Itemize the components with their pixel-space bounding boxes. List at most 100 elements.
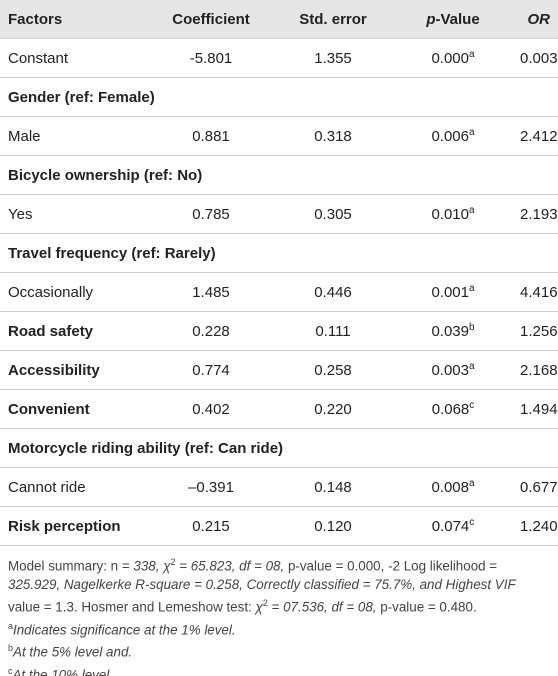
p-value-cell: 0.006a [394, 116, 512, 156]
note-italic: At the 5% level and. [13, 644, 133, 660]
cell: 1.494 [512, 389, 558, 429]
group-label: Travel frequency (ref: Rarely) [0, 233, 558, 273]
column-header: p-Value [394, 0, 512, 39]
table-row: Bicycle ownership (ref: No) [0, 155, 558, 195]
significance-mark: a [468, 283, 475, 294]
table-row: Yes 0.785 0.305 0.010a 2.193 [0, 194, 558, 234]
group-label: Bicycle ownership (ref: No) [0, 155, 558, 195]
table-row: Road safety 0.228 0.111 0.039b 1.256 [0, 311, 558, 351]
significance-mark: c [469, 517, 475, 528]
p-value-cell: 0.001a [394, 272, 512, 312]
note-sup: a [8, 620, 14, 631]
factor: Occasionally [0, 272, 150, 312]
table-row: Travel frequency (ref: Rarely) [0, 233, 558, 273]
group-label: Gender (ref: Female) [0, 77, 558, 117]
column-header-italic: OR [527, 10, 551, 28]
cell: 2.168 [512, 350, 558, 390]
note-italic: χ [255, 599, 263, 615]
notes: Model summary: n = 338, χ2 = 65.823, df … [0, 546, 558, 676]
p-value: 0.008 [431, 479, 469, 496]
cell: 0.258 [272, 350, 394, 390]
column-header: Std. error [272, 0, 394, 39]
p-value: 0.074 [431, 518, 470, 535]
note-text: value = 1.3. Hosmer and Lemeshow test: [8, 599, 256, 615]
table-body: Constant -5.801 1.355 0.000a 0.003 Gender (re… [0, 38, 558, 546]
p-value: 0.001 [431, 284, 469, 301]
cell: 0.220 [272, 389, 394, 429]
p-value-cell: 0.003a [394, 350, 512, 390]
cell: 4.416 [512, 272, 558, 312]
significance-mark: a [468, 127, 475, 138]
column-header-italic: p [426, 10, 436, 28]
column-header: Coefficient [150, 0, 272, 39]
factor: Convenient [0, 389, 150, 429]
column-header: Factors [0, 0, 150, 39]
note-text: Model summary: n = [8, 558, 134, 574]
cell: 0.148 [272, 467, 394, 507]
p-value-cell: 0.039b [394, 311, 512, 351]
cell: 0.785 [150, 194, 272, 234]
p-value-cell: 0.068c [394, 389, 512, 429]
p-value-cell: 0.000a [394, 38, 512, 78]
p-value: 0.010 [431, 206, 469, 223]
header-row: Factors Coefficient Std. error p-Value OR [0, 0, 558, 39]
table-row: Risk perception 0.215 0.120 0.074c 1.240 [0, 506, 558, 546]
cell: 0.215 [150, 506, 272, 546]
note-sup: 2 [262, 598, 268, 609]
note-line: aIndicates significance at the 1% level. [8, 617, 550, 639]
significance-mark: a [468, 49, 475, 60]
cell: -5.801 [150, 38, 272, 78]
cell: –0.391 [150, 467, 272, 507]
factor: Accessibility [0, 350, 150, 390]
note-text: p-value = 0.480. [376, 599, 477, 615]
cell: 0.111 [272, 311, 394, 351]
significance-mark: a [468, 361, 475, 372]
table-row: Accessibility 0.774 0.258 0.003a 2.168 [0, 350, 558, 390]
note-italic: 338, χ [133, 558, 171, 574]
p-value-cell: 0.074c [394, 506, 512, 546]
cell: 0.677 [512, 467, 558, 507]
factor: Yes [0, 194, 150, 234]
column-header: OR [512, 0, 558, 39]
p-value: 0.006 [431, 128, 469, 145]
note-italic: 325.929, Nagelkerke R-square = 0.258, Co… [8, 577, 516, 593]
p-value: 0.003 [431, 362, 469, 379]
p-value: 0.000 [431, 50, 469, 67]
significance-mark: a [468, 205, 475, 216]
p-value-cell: 0.010a [394, 194, 512, 234]
significance-mark: c [469, 400, 475, 411]
cell: 0.120 [272, 506, 394, 546]
p-value-cell: 0.008a [394, 467, 512, 507]
p-value: 0.068 [431, 401, 470, 418]
table-row: Occasionally 1.485 0.446 0.001a 4.416 [0, 272, 558, 312]
factor: Road safety [0, 311, 150, 351]
factor: Constant [0, 38, 150, 78]
table-header: Factors Coefficient Std. error p-Value OR [0, 0, 558, 39]
note-sup: b [8, 643, 14, 654]
note-line: cAt the 10% level. [8, 662, 550, 676]
cell: 0.774 [150, 350, 272, 390]
cell: 1.355 [272, 38, 394, 78]
p-value: 0.039 [431, 323, 469, 340]
cell: 2.412 [512, 116, 558, 156]
group-label: Motorcycle riding ability (ref: Can ride… [0, 428, 558, 468]
factor: Risk perception [0, 506, 150, 546]
significance-mark: b [468, 322, 475, 333]
cell: 0.402 [150, 389, 272, 429]
column-header-text: -Value [435, 10, 480, 28]
cell: 0.318 [272, 116, 394, 156]
table-row: Cannot ride –0.391 0.148 0.008a 0.677 [0, 467, 558, 507]
note-italic: At the 10% level. [12, 667, 114, 676]
cell: 0.228 [150, 311, 272, 351]
table-row: Convenient 0.402 0.220 0.068c 1.494 [0, 389, 558, 429]
note-italic: = 07.536, df = 08, [267, 599, 377, 615]
note-italic: Indicates significance at the 1% level. [13, 622, 236, 638]
table-row: Male 0.881 0.318 0.006a 2.412 [0, 116, 558, 156]
table-row: Gender (ref: Female) [0, 77, 558, 117]
note-line: Model summary: n = 338, χ2 = 65.823, df … [8, 553, 550, 617]
note-sup: 2 [170, 557, 176, 567]
cell: 0.003 [512, 38, 558, 78]
cell: 2.193 [512, 194, 558, 234]
factor: Cannot ride [0, 467, 150, 507]
